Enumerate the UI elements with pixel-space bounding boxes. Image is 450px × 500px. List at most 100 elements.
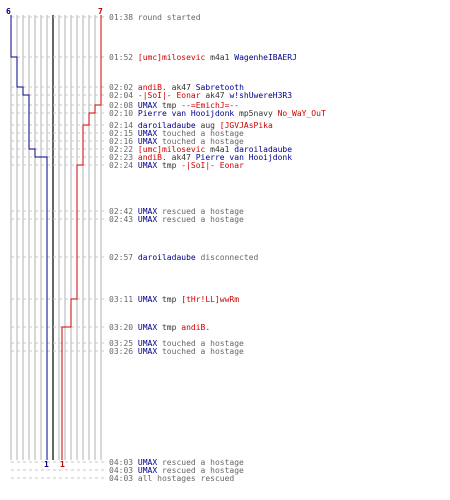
event-row: 02:10 Pierre van Hooijdonk mp5navy No_Wa… [109,109,326,118]
event-time: 01:38 [109,13,138,22]
event-row: 02:24 UMAX tmp -|SoI|- Eonar [109,161,244,170]
player-name: daroiladaube [137,253,196,262]
player-name: daroiladaube [137,121,196,130]
event-action: rescued a hostage [157,215,244,224]
player-name: --=EmichJ=-- [181,101,240,110]
player-name: UMAX [137,295,158,304]
event-action: touched a hostage [157,347,244,356]
red-team-start-count: 7 [98,7,103,16]
event-action: round started [137,13,201,22]
event-time: 04:03 [109,458,138,467]
player-name: [tHr!LL]wwRm [181,295,240,304]
player-name: WagenheIBAERJ [234,53,297,62]
player-name: andiB. [137,83,167,92]
player-name: Sabretooth [195,83,244,92]
player-name: UMAX [137,323,158,332]
event-row: 02:04 -|SoI|- Eonar ak47 w!shUwereH3R3 [109,91,292,100]
event-row: 02:57 daroiladaube disconnected [109,253,258,262]
player-name: UMAX [137,161,158,170]
event-action: ak47 [166,83,196,92]
event-row: 02:42 UMAX rescued a hostage [109,207,244,216]
player-name: UMAX [137,339,158,348]
event-action: touched a hostage [157,137,244,146]
event-time: 02:57 [109,253,138,262]
player-name: No_WaY_OuT [277,109,326,118]
event-time: 04:03 [109,474,138,483]
player-name: [JGVJAsPika [219,121,273,130]
event-row: 02:23 andiB. ak47 Pierre van Hooijdonk [109,153,292,162]
player-name: andiB. [137,153,167,162]
event-action: tmp [157,101,182,110]
event-row: 03:26 UMAX touched a hostage [109,347,244,356]
event-time: 01:52 [109,53,138,62]
event-time: 02:42 [109,207,138,216]
event-action: rescued a hostage [157,466,244,475]
player-name: UMAX [137,137,158,146]
event-action: rescued a hostage [157,207,244,216]
event-row: 04:03 UMAX rescued a hostage [109,458,244,467]
event-time: 03:11 [109,295,138,304]
event-time: 03:26 [109,347,138,356]
player-name: UMAX [137,347,158,356]
player-name: UMAX [137,207,158,216]
player-name: [umc]milosevic [137,145,206,154]
event-row: 04:03 all hostages rescued [109,474,234,483]
event-action: m4a1 [205,53,235,62]
red-team-end-count: 1 [60,460,65,469]
event-row: 03:11 UMAX tmp [tHr!LL]wwRm [109,295,239,304]
player-name: Pierre van Hooijdonk [195,153,293,162]
event-action: rescued a hostage [157,458,244,467]
player-name: andiB. [181,323,211,332]
event-time: 02:16 [109,137,138,146]
event-action: ak47 [166,153,196,162]
event-action: aug [195,121,220,130]
player-name: daroiladaube [234,145,293,154]
event-time: 02:22 [109,145,138,154]
event-row: 02:15 UMAX touched a hostage [109,129,244,138]
event-time: 04:03 [109,466,138,475]
player-name: -|SoI|- Eonar [181,161,244,170]
event-row: 01:38 round started [109,13,201,22]
event-action: m4a1 [205,145,235,154]
event-time: 02:15 [109,129,138,138]
player-name: UMAX [137,466,158,475]
event-time: 02:08 [109,101,138,110]
event-time: 02:10 [109,109,138,118]
event-action: touched a hostage [157,339,244,348]
event-row: 02:16 UMAX touched a hostage [109,137,244,146]
event-action: ak47 [200,91,230,100]
event-action: tmp [157,323,182,332]
event-time: 02:02 [109,83,138,92]
event-row: 03:20 UMAX tmp andiB. [109,323,210,332]
red-team-line [61,15,102,460]
player-name: UMAX [137,101,158,110]
player-name: UMAX [137,129,158,138]
event-action: all hostages rescued [137,474,235,483]
event-time: 02:24 [109,161,138,170]
player-name: Pierre van Hooijdonk [137,109,235,118]
event-row: 02:22 [umc]milosevic m4a1 daroiladaube [109,145,292,154]
event-time: 02:23 [109,153,138,162]
event-row: 02:43 UMAX rescued a hostage [109,215,244,224]
event-action: touched a hostage [157,129,244,138]
event-time: 02:14 [109,121,138,130]
blue-team-line [10,15,48,460]
event-action: tmp [157,295,182,304]
blue-team-start-count: 6 [6,7,11,16]
event-action: tmp [157,161,182,170]
player-name: -|SoI|- Eonar [137,91,201,100]
player-name: UMAX [137,458,158,467]
event-row: 04:03 UMAX rescued a hostage [109,466,244,475]
event-time: 03:25 [109,339,138,348]
event-row: 01:52 [umc]milosevic m4a1 WagenheIBAERJ [109,53,297,62]
blue-team-end-count: 1 [44,460,49,469]
event-action: disconnected [195,253,259,262]
event-time: 02:04 [109,91,138,100]
event-row: 02:14 daroiladaube aug [JGVJAsPika [109,121,273,130]
player-name: w!shUwereH3R3 [229,91,293,100]
player-name: [umc]milosevic [137,53,206,62]
player-name: UMAX [137,215,158,224]
event-time: 02:43 [109,215,138,224]
